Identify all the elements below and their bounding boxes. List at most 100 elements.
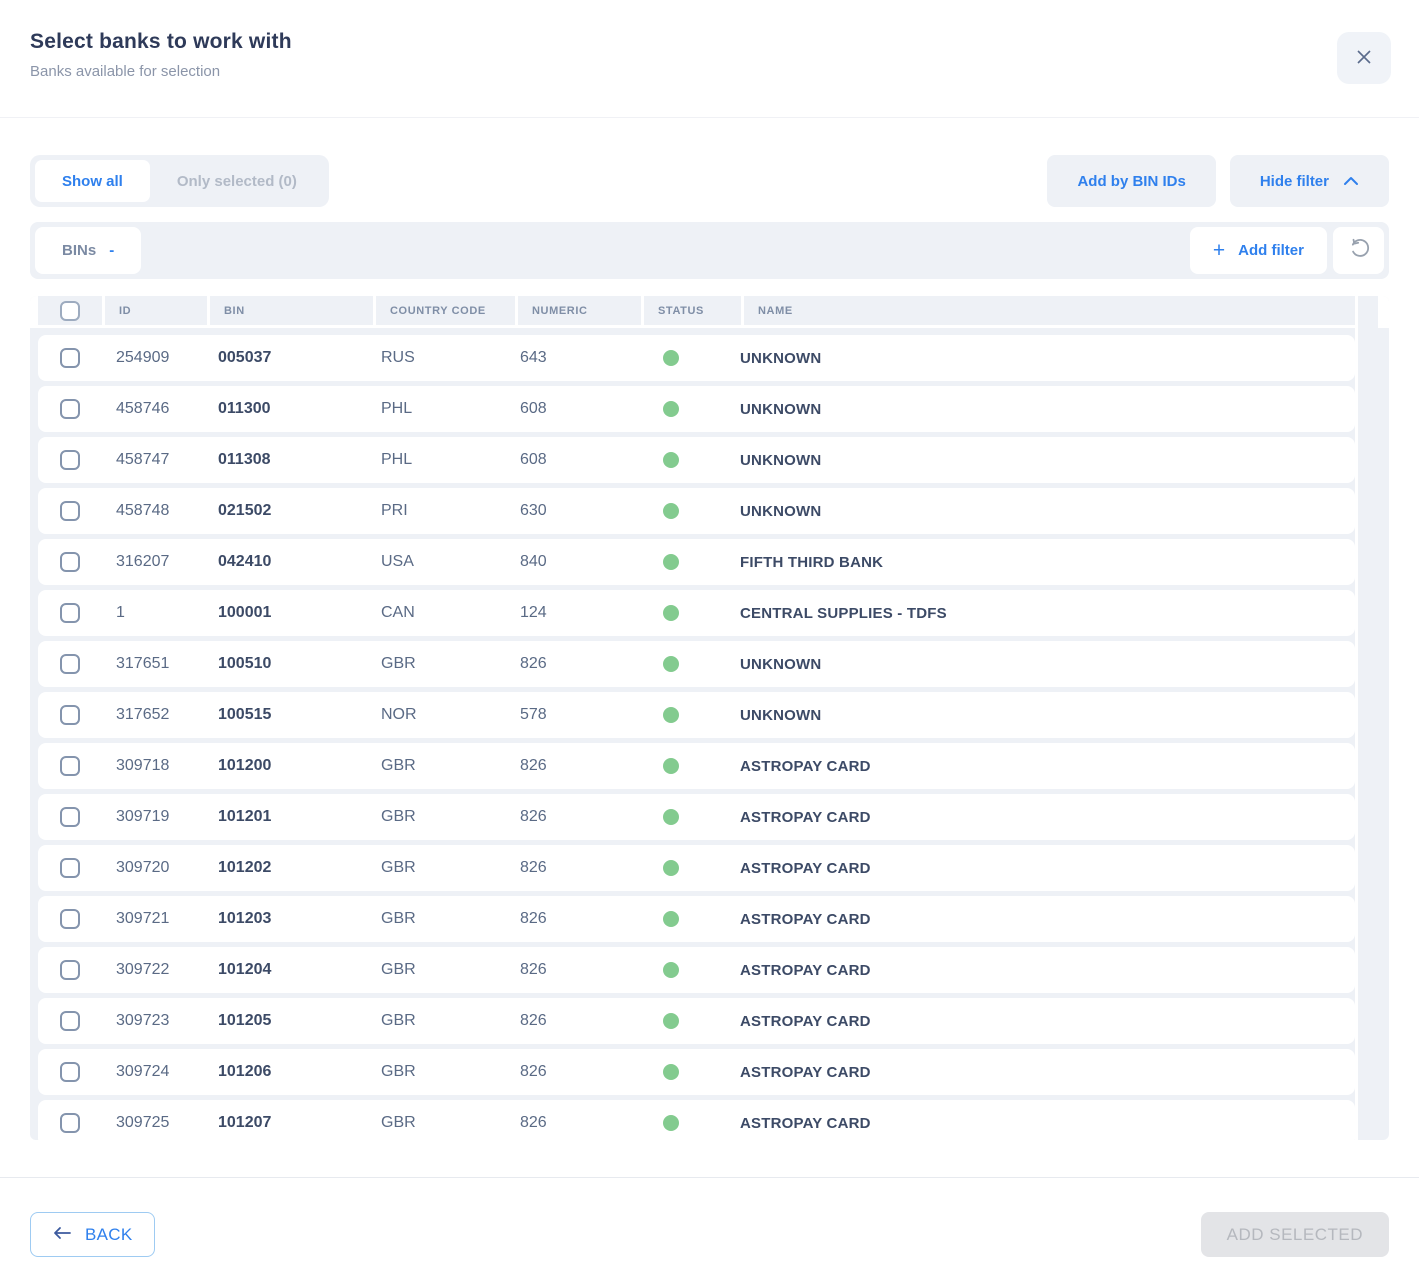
bins-filter-chip[interactable]: BINs - bbox=[35, 227, 142, 274]
cell-status bbox=[629, 452, 726, 468]
cell-status bbox=[629, 503, 726, 519]
row-checkbox[interactable] bbox=[60, 552, 80, 572]
cell-country-code: GBR bbox=[381, 757, 416, 774]
table-scrollbar[interactable] bbox=[1355, 296, 1378, 1140]
cell-bin: 101205 bbox=[218, 1012, 272, 1029]
status-dot bbox=[663, 809, 679, 825]
row-checkbox-cell bbox=[38, 705, 102, 725]
table-row[interactable]: 458748 021502 PRI 630 UNKNOWN bbox=[38, 488, 1355, 534]
row-checkbox-cell bbox=[38, 960, 102, 980]
banks-table: ID BIN COUNTRY CODE NUMERIC STATUS NAME … bbox=[30, 296, 1389, 1140]
close-button[interactable] bbox=[1337, 32, 1391, 84]
status-dot bbox=[663, 707, 679, 723]
table-row[interactable]: 254909 005037 RUS 643 UNKNOWN bbox=[38, 335, 1355, 381]
cell-status bbox=[629, 656, 726, 672]
cell-bin: 101207 bbox=[218, 1114, 272, 1131]
cell-bin: 101201 bbox=[218, 808, 272, 825]
row-checkbox[interactable] bbox=[60, 1113, 80, 1133]
reset-filters-button[interactable] bbox=[1333, 227, 1384, 274]
table-row[interactable]: 309719 101201 GBR 826 ASTROPAY CARD bbox=[38, 794, 1355, 840]
cell-name: ASTROPAY CARD bbox=[740, 859, 871, 877]
add-filter-button[interactable]: + Add filter bbox=[1189, 227, 1327, 274]
cell-numeric: 826 bbox=[520, 655, 547, 672]
cell-bin: 101202 bbox=[218, 859, 272, 876]
row-checkbox[interactable] bbox=[60, 858, 80, 878]
cell-bin: 101204 bbox=[218, 961, 272, 978]
cell-numeric: 826 bbox=[520, 859, 547, 876]
back-button[interactable]: BACK bbox=[30, 1212, 155, 1257]
row-checkbox[interactable] bbox=[60, 348, 80, 368]
add-selected-button[interactable]: ADD SELECTED bbox=[1200, 1212, 1389, 1257]
row-checkbox-cell bbox=[38, 501, 102, 521]
status-dot bbox=[663, 860, 679, 876]
row-checkbox[interactable] bbox=[60, 1011, 80, 1031]
row-checkbox-cell bbox=[38, 450, 102, 470]
table-row[interactable]: 1 100001 CAN 124 CENTRAL SUPPLIES - TDFS bbox=[38, 590, 1355, 636]
table-row[interactable]: 309725 101207 GBR 826 ASTROPAY CARD bbox=[38, 1100, 1355, 1140]
row-checkbox[interactable] bbox=[60, 450, 80, 470]
table-row[interactable]: 317652 100515 NOR 578 UNKNOWN bbox=[38, 692, 1355, 738]
cell-name: ASTROPAY CARD bbox=[740, 757, 871, 775]
row-checkbox[interactable] bbox=[60, 654, 80, 674]
row-checkbox[interactable] bbox=[60, 960, 80, 980]
row-checkbox[interactable] bbox=[60, 756, 80, 776]
hide-filter-button[interactable]: Hide filter bbox=[1229, 155, 1389, 207]
row-checkbox-cell bbox=[38, 1113, 102, 1133]
status-dot bbox=[663, 401, 679, 417]
status-dot bbox=[663, 554, 679, 570]
tab-show-all[interactable]: Show all bbox=[35, 160, 150, 202]
row-checkbox[interactable] bbox=[60, 501, 80, 521]
row-checkbox[interactable] bbox=[60, 399, 80, 419]
column-header-country-code: COUNTRY CODE bbox=[376, 296, 515, 325]
refresh-icon bbox=[1348, 238, 1370, 263]
table-row[interactable]: 309720 101202 GBR 826 ASTROPAY CARD bbox=[38, 845, 1355, 891]
table-row[interactable]: 309718 101200 GBR 826 ASTROPAY CARD bbox=[38, 743, 1355, 789]
cell-name: UNKNOWN bbox=[740, 400, 822, 418]
table-row[interactable]: 309722 101204 GBR 826 ASTROPAY CARD bbox=[38, 947, 1355, 993]
row-checkbox-cell bbox=[38, 807, 102, 827]
table-row[interactable]: 309723 101205 GBR 826 ASTROPAY CARD bbox=[38, 998, 1355, 1044]
table-row[interactable]: 458746 011300 PHL 608 UNKNOWN bbox=[38, 386, 1355, 432]
cell-numeric: 608 bbox=[520, 400, 547, 417]
status-dot bbox=[663, 605, 679, 621]
table-row[interactable]: 309721 101203 GBR 826 ASTROPAY CARD bbox=[38, 896, 1355, 942]
status-dot bbox=[663, 503, 679, 519]
table-row[interactable]: 317651 100510 GBR 826 UNKNOWN bbox=[38, 641, 1355, 687]
modal-header: Select banks to work with Banks availabl… bbox=[0, 0, 1419, 118]
cell-name: UNKNOWN bbox=[740, 655, 822, 673]
cell-bin: 042410 bbox=[218, 553, 272, 570]
cell-status bbox=[629, 707, 726, 723]
status-dot bbox=[663, 1064, 679, 1080]
cell-name: ASTROPAY CARD bbox=[740, 1063, 871, 1081]
add-by-bin-ids-button[interactable]: Add by BIN IDs bbox=[1047, 155, 1216, 207]
cell-numeric: 826 bbox=[520, 757, 547, 774]
status-dot bbox=[663, 656, 679, 672]
table-row[interactable]: 316207 042410 USA 840 FIFTH THIRD BANK bbox=[38, 539, 1355, 585]
cell-country-code: GBR bbox=[381, 910, 416, 927]
table-row[interactable]: 309724 101206 GBR 826 ASTROPAY CARD bbox=[38, 1049, 1355, 1095]
cell-numeric: 826 bbox=[520, 1114, 547, 1131]
row-checkbox-cell bbox=[38, 603, 102, 623]
tab-only-selected[interactable]: Only selected (0) bbox=[150, 160, 324, 202]
row-checkbox[interactable] bbox=[60, 705, 80, 725]
cell-country-code: CAN bbox=[381, 604, 415, 621]
cell-bin: 101206 bbox=[218, 1063, 272, 1080]
status-dot bbox=[663, 350, 679, 366]
row-checkbox[interactable] bbox=[60, 1062, 80, 1082]
filter-bar: BINs - + Add filter bbox=[30, 222, 1389, 279]
chevron-up-icon bbox=[1343, 173, 1359, 190]
cell-name: UNKNOWN bbox=[740, 349, 822, 367]
row-checkbox[interactable] bbox=[60, 807, 80, 827]
cell-status bbox=[629, 605, 726, 621]
cell-id: 316207 bbox=[116, 553, 170, 570]
footer-divider bbox=[0, 1177, 1419, 1178]
cell-status bbox=[629, 911, 726, 927]
row-checkbox-cell bbox=[38, 909, 102, 929]
cell-country-code: GBR bbox=[381, 1114, 416, 1131]
cell-id: 309720 bbox=[116, 859, 170, 876]
table-row[interactable]: 458747 011308 PHL 608 UNKNOWN bbox=[38, 437, 1355, 483]
row-checkbox[interactable] bbox=[60, 603, 80, 623]
select-all-checkbox[interactable] bbox=[60, 300, 80, 321]
row-checkbox-cell bbox=[38, 1062, 102, 1082]
row-checkbox[interactable] bbox=[60, 909, 80, 929]
